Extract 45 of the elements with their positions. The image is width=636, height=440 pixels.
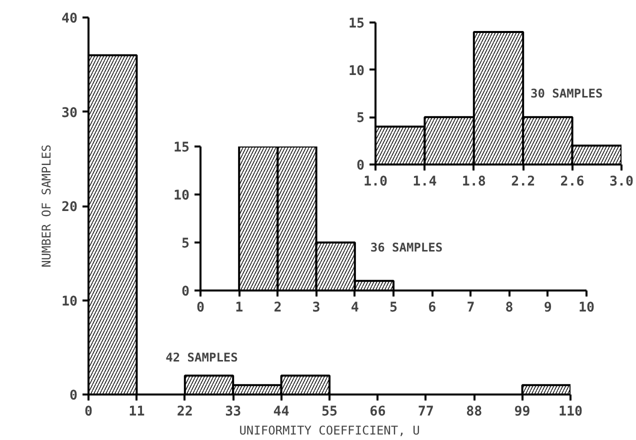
x-tick-label: 7 (466, 300, 475, 316)
x-tick-label: 2.6 (560, 174, 584, 190)
x-tick-label: 55 (321, 404, 338, 420)
x-tick-label: 1.0 (363, 174, 388, 190)
x-tick-label: 3.0 (609, 174, 634, 190)
x-tick-label: 44 (273, 404, 290, 420)
y-tick-label: 10 (348, 64, 365, 79)
x-tick-label: 1.4 (412, 174, 437, 190)
y-tick-label: 15 (173, 140, 190, 156)
x-tick-label: 77 (418, 404, 434, 420)
x-tick-label: 6 (428, 300, 436, 316)
x-tick-label: 0 (84, 404, 93, 420)
y-tick-label: 10 (173, 188, 190, 204)
x-tick-label: 0 (196, 300, 205, 316)
x-tick-label: 4 (350, 300, 359, 316)
x-tick-label: 11 (128, 404, 145, 420)
x-tick-label: 2 (274, 300, 282, 316)
y-tick-label: 5 (356, 111, 365, 126)
x-tick-label: 9 (544, 300, 552, 316)
y-tick-label: 0 (356, 158, 365, 174)
y-tick-label: 0 (69, 388, 78, 404)
x-tick-label: 2.2 (511, 174, 536, 190)
x-tick-label: 88 (466, 404, 482, 420)
y-tick-label: 20 (61, 200, 78, 215)
x-tick-label: 22 (176, 404, 193, 420)
y-axis-title: NUMBER OF SAMPLES (39, 144, 54, 268)
x-tick-label: 110 (558, 404, 583, 420)
x-tick-label: 1.8 (462, 174, 486, 190)
y-tick-label: 30 (61, 106, 78, 121)
y-tick-label: 0 (181, 284, 190, 300)
annotation: 42 SAMPLES (166, 350, 238, 364)
annotation: 36 SAMPLES (370, 240, 443, 254)
x-tick-label: 33 (225, 404, 242, 420)
x-tick-label: 10 (578, 300, 595, 316)
x-tick-label: 8 (505, 300, 514, 316)
y-tick-label: 40 (61, 12, 78, 26)
x-tick-label: 99 (514, 404, 530, 420)
x-tick-label: 3 (312, 300, 320, 316)
y-tick-label: 5 (181, 236, 190, 252)
x-tick-label: 1 (235, 300, 244, 316)
y-tick-label: 15 (348, 16, 365, 32)
annotation: 30 SAMPLES (530, 86, 603, 101)
x-axis-title: UNIFORMITY COEFFICIENT, U (239, 424, 420, 438)
x-tick-label: 66 (370, 404, 386, 420)
x-tick-label: 5 (389, 300, 398, 316)
